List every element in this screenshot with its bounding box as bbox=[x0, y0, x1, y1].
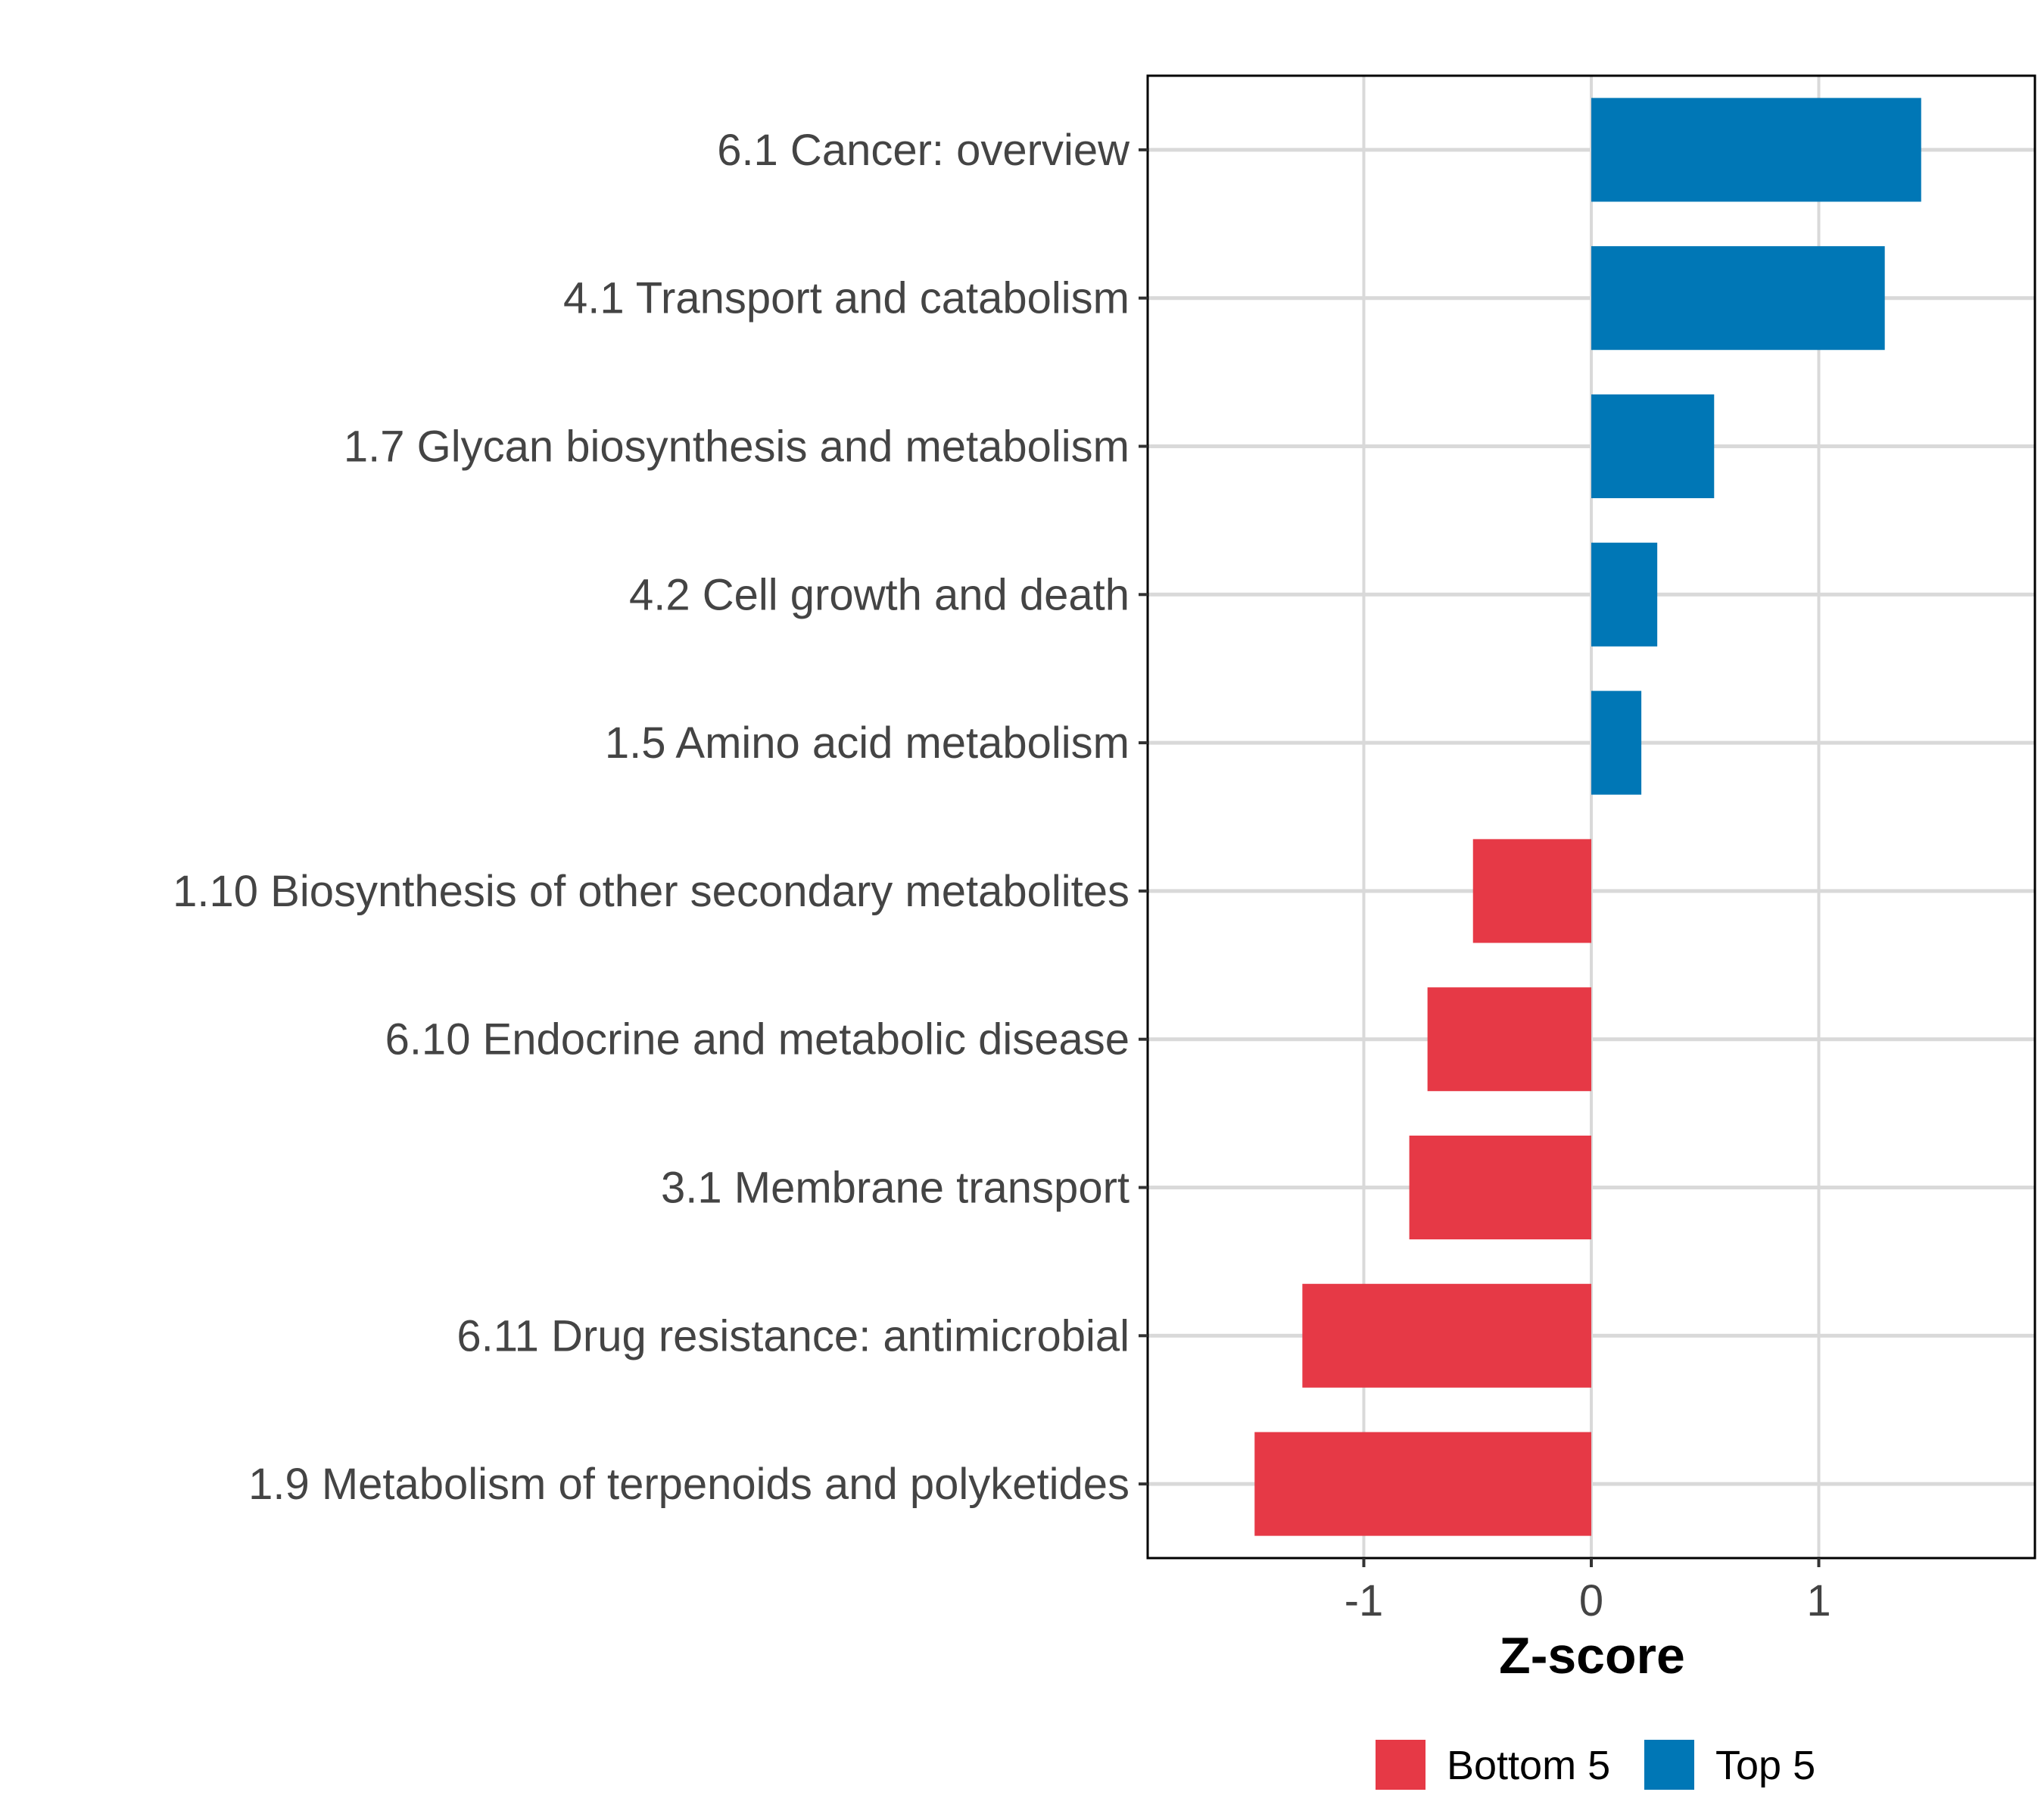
x-tick-label: 0 bbox=[1579, 1576, 1603, 1625]
bar bbox=[1591, 542, 1658, 647]
y-tick-label: 3.1 Membrane transport bbox=[661, 1164, 1129, 1213]
y-tick-label: 1.9 Metabolism of terpenoids and polyket… bbox=[248, 1460, 1129, 1509]
y-tick-label: 6.11 Drug resistance: antimicrobial bbox=[456, 1311, 1129, 1360]
y-tick-label: 6.1 Cancer: overview bbox=[717, 126, 1130, 175]
legend: Bottom 5 Top 5 bbox=[1376, 1740, 1815, 1790]
y-tick-label: 1.10 Biosynthesis of other secondary met… bbox=[173, 867, 1129, 916]
y-tick-label: 4.1 Transport and catabolism bbox=[563, 274, 1129, 323]
legend-label: Bottom 5 bbox=[1447, 1743, 1610, 1788]
bar bbox=[1591, 98, 1921, 202]
bars bbox=[1254, 98, 1921, 1536]
x-axis-title: Z-score bbox=[1499, 1627, 1685, 1685]
legend-swatch bbox=[1376, 1740, 1426, 1790]
x-axis: -1 0 1 bbox=[1344, 1558, 1831, 1625]
bar bbox=[1409, 1135, 1591, 1240]
legend-label: Top 5 bbox=[1715, 1743, 1815, 1788]
x-tick-label: -1 bbox=[1344, 1576, 1384, 1625]
bar bbox=[1472, 839, 1591, 943]
bar bbox=[1591, 690, 1642, 795]
bar bbox=[1302, 1283, 1591, 1388]
y-tick-label: 1.7 Glycan biosynthesis and metabolism bbox=[344, 422, 1129, 472]
bar bbox=[1591, 246, 1885, 351]
bar bbox=[1427, 987, 1591, 1092]
legend-swatch bbox=[1644, 1740, 1694, 1790]
bar bbox=[1591, 394, 1715, 499]
y-tick-label: 1.5 Amino acid metabolism bbox=[605, 718, 1129, 768]
y-tick-label: 6.10 Endocrine and metabolic disease bbox=[385, 1015, 1129, 1064]
x-tick-label: 1 bbox=[1806, 1576, 1831, 1625]
bar bbox=[1254, 1432, 1591, 1536]
y-axis: 6.1 Cancer: overview 4.1 Transport and ca… bbox=[173, 126, 1148, 1509]
y-tick-label: 4.2 Cell growth and death bbox=[629, 570, 1129, 619]
